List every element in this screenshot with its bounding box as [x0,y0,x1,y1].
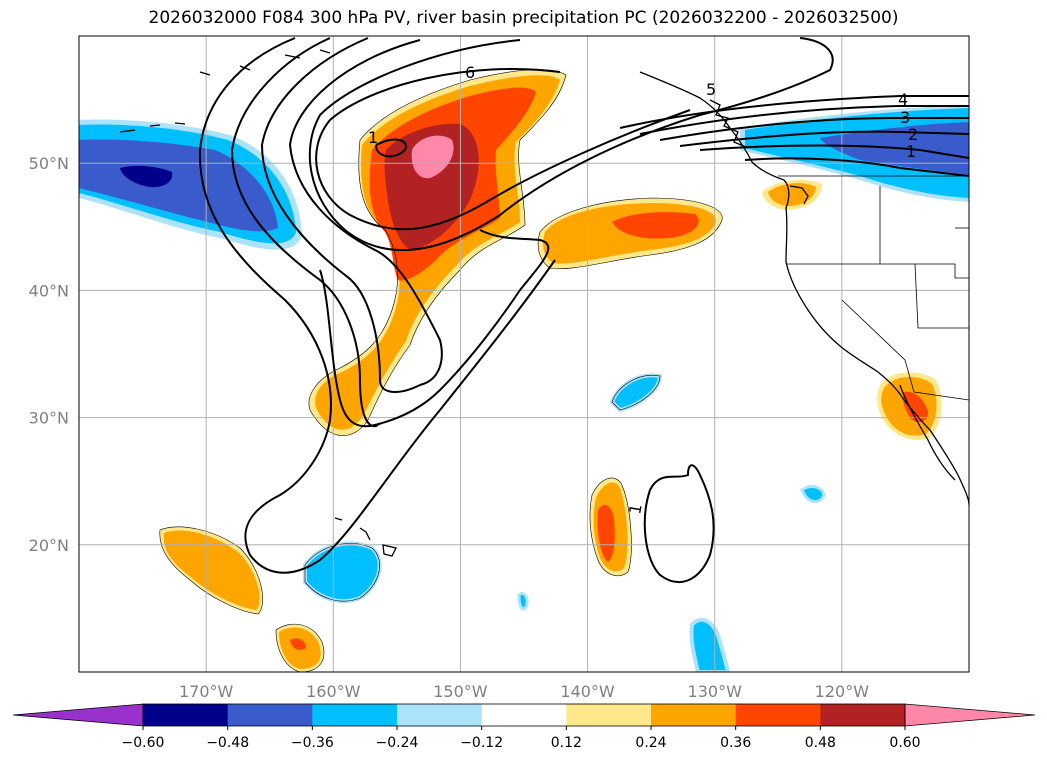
pv-label-5: 5 [706,80,716,99]
colorbar [12,703,1036,730]
colorbar-segment [566,704,652,726]
plot-frame [78,35,970,673]
pv-label-1-east: 1 [906,142,916,161]
map-title: 2026032000 F084 300 hPa PV, river basin … [148,8,899,28]
lon-label: 120°W [815,682,870,701]
negative-anomaly-south [689,617,731,672]
negative-anomaly-small-3 [517,591,529,611]
lat-label: 40°N [29,281,69,300]
colorbar-extend-max [904,703,1036,727]
colorbar-tick-label: 0.24 [635,735,666,751]
colorbar-tick-label: 0.12 [551,735,582,751]
colorbar-tick-label: −0.60 [122,735,165,751]
lon-label: 170°W [179,682,234,701]
pv-label-4: 4 [898,90,908,109]
state-borders [778,175,969,401]
colorbar-tick-label: 0.60 [889,735,920,751]
colorbar-tick-label: −0.24 [376,735,419,751]
colorbar-segment [820,704,906,726]
pv-label-3: 3 [900,108,910,127]
longitude-labels: 170°W 160°W 150°W 140°W 130°W 120°W [179,682,869,701]
positive-anomaly-main-plume [308,69,566,436]
colorbar-tick-label: 0.36 [720,735,751,751]
positive-anomaly-east-plume [538,198,723,269]
negative-anomaly-small-2 [800,485,826,504]
colorbar-segment [312,704,398,726]
negative-anomaly-north-pacific [79,119,302,250]
lon-label: 130°W [688,682,743,701]
colorbar-labels: −0.60 −0.48 −0.36 −0.24 −0.12 0.12 0.24 0.36 0.4… [122,735,921,751]
pv-contour-labels: 1 1 2 3 4 5 6 1 [368,63,918,516]
pv-contours [198,37,969,584]
colorbar-frame [142,703,906,727]
colorbar-tick-label: −0.36 [291,735,334,751]
pv-label-2: 2 [908,125,918,144]
colorbar-segment [651,704,737,726]
lon-label: 160°W [306,682,361,701]
colorbar-segment [397,704,483,726]
colorbar-extend-min [12,703,144,727]
lat-label: 20°N [29,536,69,555]
pv-label-6: 6 [465,63,475,82]
lon-label: 150°W [433,682,488,701]
colorbar-tick-label: 0.48 [805,735,836,751]
lat-label: 50°N [29,154,69,173]
colorbar-segment [227,704,313,726]
positive-anomaly-small-west [276,624,324,672]
colorbar-segment [143,704,229,726]
lat-label: 30°N [29,409,69,428]
lon-label: 140°W [560,682,615,701]
latitude-labels: 20°N 30°N 40°N 50°N [29,154,69,555]
positive-anomaly-subtropics-west [159,526,263,614]
colorbar-tick-label: −0.48 [206,735,249,751]
pv-label-1-north: 1 [368,128,378,147]
pv-label-1-south: 1 [625,502,645,515]
colorbar-segment [735,704,821,726]
colorbar-segment [481,704,567,726]
colorbar-tick-label: −0.12 [460,735,503,751]
positive-anomaly-vancouver [762,179,822,210]
positive-anomaly-subtropics-east [590,477,632,576]
